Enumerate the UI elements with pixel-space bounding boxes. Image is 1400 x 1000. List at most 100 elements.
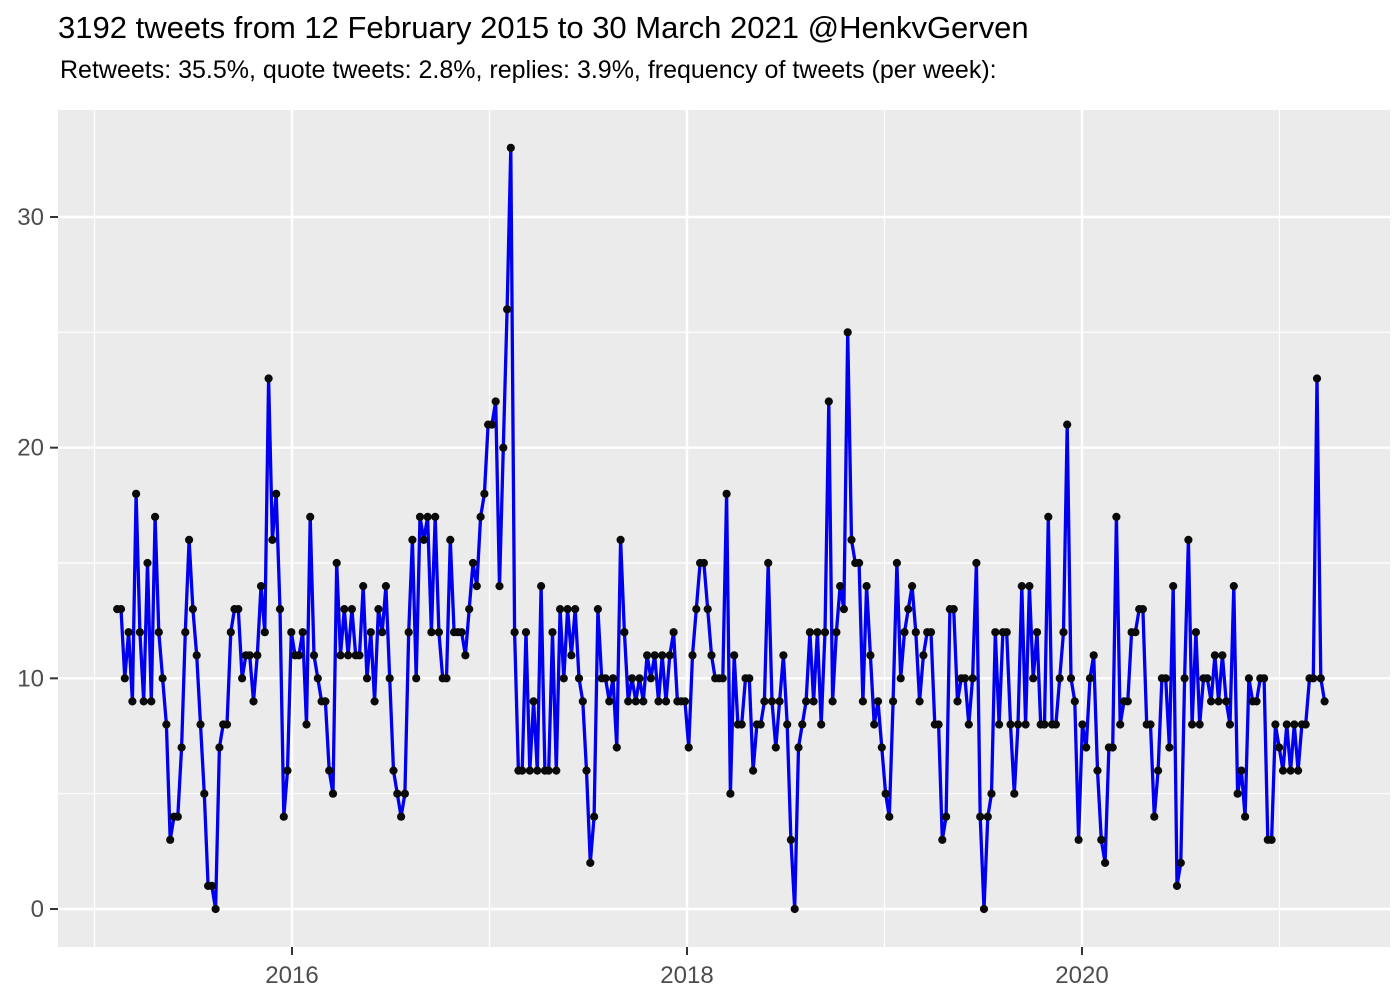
data-point: [790, 904, 799, 914]
data-point: [249, 697, 258, 706]
data-point: [185, 535, 194, 545]
data-point: [1044, 512, 1053, 522]
data-point: [1165, 743, 1174, 752]
data-point: [1290, 720, 1299, 729]
data-point: [211, 904, 220, 914]
data-point: [328, 789, 338, 798]
y-axis-tick-label: 0: [31, 896, 44, 923]
data-point: [415, 512, 425, 522]
data-point: [911, 628, 920, 637]
data-point: [1032, 628, 1042, 637]
data-point: [877, 743, 886, 752]
data-point: [499, 443, 508, 452]
data-point: [521, 628, 531, 637]
data-point: [397, 812, 406, 821]
data-point: [491, 397, 500, 406]
data-point: [960, 674, 970, 683]
data-point: [1055, 674, 1064, 683]
data-point: [325, 766, 334, 775]
data-point: [461, 651, 470, 660]
data-point: [1085, 674, 1095, 683]
data-point: [991, 628, 1000, 637]
data-point: [1233, 789, 1242, 798]
data-point: [548, 628, 557, 637]
y-axis-tick-label: 10: [17, 665, 44, 692]
data-point: [400, 789, 409, 798]
data-point: [1013, 720, 1023, 729]
data-point: [979, 904, 989, 914]
data-point: [1017, 582, 1026, 591]
data-point: [1176, 858, 1185, 868]
data-point: [1059, 628, 1068, 637]
data-point: [680, 697, 690, 706]
data-point: [635, 674, 644, 683]
data-point: [1131, 628, 1140, 637]
data-point: [173, 812, 182, 821]
data-point: [359, 582, 368, 591]
data-point: [567, 651, 576, 660]
data-point: [639, 697, 648, 706]
data-point: [559, 674, 568, 683]
data-point: [926, 628, 936, 637]
data-point: [571, 605, 580, 614]
data-point: [983, 812, 992, 821]
data-point: [181, 628, 190, 637]
data-point: [393, 789, 402, 798]
data-point: [730, 651, 739, 660]
data-point: [487, 420, 496, 429]
data-point: [446, 535, 455, 545]
data-point: [1070, 697, 1079, 706]
data-point: [995, 720, 1004, 729]
data-point: [1150, 812, 1159, 821]
data-point: [423, 512, 432, 522]
data-point: [620, 628, 629, 637]
data-point: [139, 697, 148, 706]
data-point: [222, 720, 232, 729]
data-point: [949, 605, 958, 614]
data-point: [703, 605, 712, 614]
data-point: [900, 628, 909, 637]
data-point: [378, 628, 387, 637]
data-point: [873, 697, 883, 706]
data-point: [964, 720, 973, 729]
data-point: [336, 651, 345, 660]
data-point: [1093, 766, 1102, 775]
data-point: [798, 720, 807, 729]
data-point: [419, 535, 428, 545]
data-point: [764, 558, 773, 568]
data-point: [120, 674, 129, 683]
data-point: [858, 697, 868, 706]
data-point: [707, 651, 716, 660]
data-point: [525, 766, 534, 775]
data-point: [264, 374, 273, 383]
data-point: [132, 489, 141, 498]
data-point: [1225, 720, 1235, 729]
data-point: [608, 674, 618, 683]
data-point: [215, 743, 224, 752]
data-point: [431, 512, 440, 522]
data-point: [1154, 766, 1163, 775]
data-point: [749, 766, 758, 775]
data-point: [1294, 766, 1303, 775]
data-point: [1286, 766, 1295, 775]
data-point: [582, 766, 591, 775]
data-point: [862, 582, 871, 591]
data-point: [552, 766, 561, 775]
data-point: [1312, 374, 1322, 383]
data-point: [306, 512, 315, 522]
data-point: [631, 697, 640, 706]
data-point: [1078, 720, 1087, 729]
data-point: [624, 697, 633, 706]
data-point: [188, 605, 197, 614]
data-point: [404, 628, 413, 637]
data-point: [294, 651, 303, 660]
data-point: [1210, 651, 1219, 660]
data-point: [1172, 881, 1182, 891]
data-point: [253, 651, 262, 660]
data-point: [124, 628, 133, 637]
data-point: [783, 720, 792, 729]
data-point: [767, 697, 777, 706]
data-point: [275, 605, 285, 614]
data-point: [544, 766, 553, 775]
